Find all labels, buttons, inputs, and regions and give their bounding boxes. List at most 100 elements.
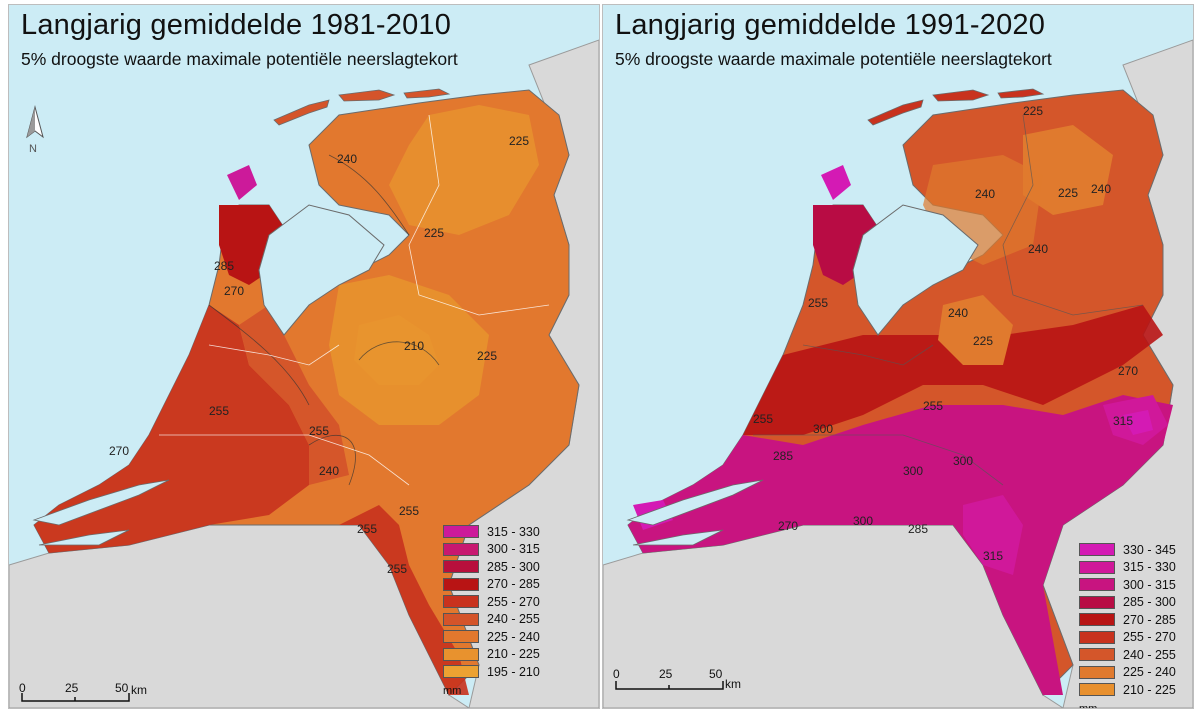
scale-unit: km [131, 683, 147, 697]
scale-unit: km [725, 677, 741, 691]
zone-270 [743, 305, 1163, 435]
contour-label: 255 [209, 404, 229, 418]
legend-item: 315 - 330 [443, 523, 540, 541]
legend-item: 285 - 300 [1079, 594, 1176, 612]
map-subtitle: 5% droogste waarde maximale potentiële n… [21, 49, 458, 69]
legend-label: 210 - 225 [487, 647, 540, 662]
legend-item: 330 - 345 [1079, 541, 1176, 559]
legend-label: 330 - 345 [1123, 542, 1176, 557]
contour-label: 255 [387, 562, 407, 576]
zone-225 [329, 275, 489, 425]
legend-item: 285 - 300 [443, 558, 540, 576]
contour-label: 225 [477, 349, 497, 363]
legend-swatch [443, 630, 479, 644]
legend-label: 300 - 315 [487, 542, 540, 557]
legend-swatch [1079, 683, 1115, 697]
map-title: Langjarig gemiddelde 1981-2010 [21, 9, 452, 41]
legend-item: 240 - 255 [443, 611, 540, 629]
legend-swatch [443, 542, 479, 556]
zone-315 [963, 395, 1168, 575]
scale-tick: 25 [659, 667, 673, 681]
contour-label: 300 [853, 514, 873, 528]
legend-label: 225 - 240 [487, 629, 540, 644]
legend-swatch [443, 595, 479, 609]
contour-label: 225 [509, 134, 529, 148]
contour-label: 270 [1118, 364, 1138, 378]
scale-tick: 0 [613, 667, 620, 681]
zeeland-water [626, 479, 764, 546]
zone-225 [938, 125, 1113, 365]
legend-item: 315 - 330 [1079, 559, 1176, 577]
contour-label: 270 [778, 519, 798, 533]
legend-swatch [1079, 630, 1115, 644]
legend-swatch [1079, 560, 1115, 574]
contour-label: 255 [357, 522, 377, 536]
contour-label: 270 [109, 444, 129, 458]
contour-label: 315 [983, 549, 1003, 563]
contour-label: 240 [1028, 242, 1048, 256]
map-panel-1981-2010: 240 225 225 285 270 210 225 255 255 270 … [8, 4, 600, 709]
legend-swatch [1079, 665, 1115, 679]
legend-swatch [1079, 648, 1115, 662]
scale-line [21, 693, 130, 702]
zone-255 [239, 305, 349, 485]
ijsselmeer [258, 204, 385, 336]
legend-label: 210 - 225 [1123, 682, 1176, 697]
scale-tick: 0 [19, 681, 26, 695]
legend-label: 300 - 315 [1123, 577, 1176, 592]
contour-label: 240 [337, 152, 357, 166]
north-arrow-icon [26, 105, 44, 139]
legend-item: 270 - 285 [443, 576, 540, 594]
legend-label: 285 - 300 [1123, 595, 1176, 610]
contour-label: 240 [975, 187, 995, 201]
legend-item: 225 - 240 [1079, 664, 1176, 682]
legend-swatch [443, 612, 479, 626]
contour-label: 285 [908, 522, 928, 536]
legend-item: 270 - 285 [1079, 611, 1176, 629]
contour-label: 285 [773, 449, 793, 463]
legend-item: 300 - 315 [1079, 576, 1176, 594]
legend-label: 270 - 285 [1123, 612, 1176, 627]
scale-tick: 50 [115, 681, 129, 695]
legend-label: 255 - 270 [487, 594, 540, 609]
legend-swatch [443, 577, 479, 591]
province-boundaries [753, 114, 1144, 486]
legend-label: 315 - 330 [1123, 560, 1176, 575]
province-boundaries [159, 114, 550, 486]
zone-270 [34, 305, 309, 553]
legend-unit: mm [1079, 702, 1098, 709]
contour-label: 300 [953, 454, 973, 468]
contour-label: 285 [214, 259, 234, 273]
legend-swatch [1079, 578, 1115, 592]
zone-315-island [227, 165, 257, 200]
contour-label: 255 [808, 296, 828, 310]
legend: 315 - 330 300 - 315 285 - 300 270 - 285 255 … [443, 523, 540, 697]
legend-label: 255 - 270 [1123, 630, 1176, 645]
legend-swatch [443, 647, 479, 661]
contour-label: 210 [404, 339, 424, 353]
scale-tick: 50 [709, 667, 723, 681]
legend-item: 300 - 315 [443, 541, 540, 559]
legend-swatch [1079, 543, 1115, 557]
contour-lines [208, 154, 440, 486]
legend-label: 195 - 210 [487, 664, 540, 679]
legend-item: 255 - 270 [443, 593, 540, 611]
scale-line [615, 681, 724, 690]
map-subtitle: 5% droogste waarde maximale potentiële n… [615, 49, 1052, 69]
legend-label: 315 - 330 [487, 524, 540, 539]
legend-swatch [1079, 613, 1115, 627]
legend: 330 - 345 315 - 330 300 - 315 285 - 300 270 … [1079, 541, 1176, 709]
legend-item: 240 - 255 [1079, 646, 1176, 664]
legend-label: 270 - 285 [487, 577, 540, 592]
scale-tick: 25 [65, 681, 79, 695]
map-canvas: 225 240 225 240 240 255 240 225 255 255 … [603, 39, 1193, 708]
zone-255-south [339, 505, 469, 695]
zone-300 [628, 395, 1173, 695]
contour-label: 225 [973, 334, 993, 348]
contour-label: 225 [1058, 186, 1078, 200]
legend-item: 195 - 210 [443, 663, 540, 681]
contour-label: 255 [923, 399, 943, 413]
north-label: N [29, 143, 37, 155]
map-canvas: 240 225 225 285 270 210 225 255 255 270 … [9, 39, 599, 708]
map-title: Langjarig gemiddelde 1991-2020 [615, 9, 1046, 41]
